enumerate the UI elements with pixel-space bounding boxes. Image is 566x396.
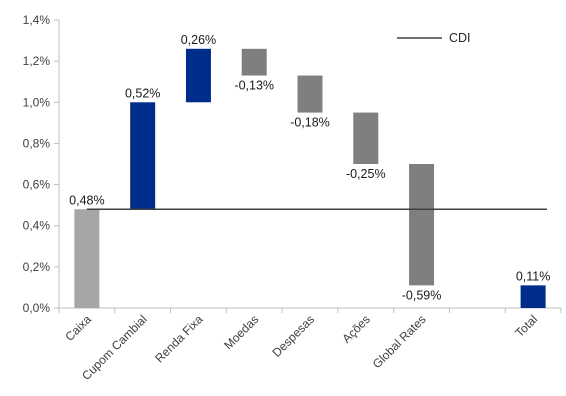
bars [74, 48, 546, 308]
y-tick-label: 0,4% [23, 219, 51, 233]
bar-down [297, 75, 323, 113]
bar-down [353, 112, 379, 164]
x-tick-label: Renda Fixa [152, 312, 206, 366]
data-label: 0,52% [125, 86, 160, 100]
data-label: 0,26% [181, 33, 216, 47]
data-label: 0,48% [69, 193, 104, 207]
data-label: -0,25% [346, 167, 386, 181]
data-label: -0,13% [234, 79, 274, 93]
legend: CDI [397, 31, 471, 45]
legend-label: CDI [449, 31, 471, 45]
y-tick-label: 0,8% [23, 136, 51, 150]
bar-down [409, 164, 435, 286]
bar-down [241, 48, 267, 76]
bar-total [520, 285, 546, 308]
data-label: -0,18% [290, 116, 330, 130]
y-tick-label: 1,2% [23, 54, 51, 68]
bar-up [130, 102, 156, 210]
x-tick-label: Caixa [62, 312, 94, 344]
x-tick-label: Moedas [221, 312, 261, 352]
data-label: 0,11% [516, 269, 551, 283]
y-tick-label: 0,6% [23, 178, 51, 192]
y-axis: 0,0% 0,2% 0,4% 0,6% 0,8% 1,0% 1,2% 1,4% [23, 13, 60, 315]
x-tick-label: Total [512, 312, 540, 340]
y-tick-label: 0,0% [23, 301, 51, 315]
data-labels: 0,48% 0,52% 0,26% -0,13% -0,18% -0,25% -0,59% 0… [69, 33, 550, 303]
x-tick-label: Ações [339, 312, 372, 345]
y-tick-label: 1,0% [23, 95, 51, 109]
x-tick-label: Global Rates [370, 312, 429, 371]
bar-start [74, 209, 100, 308]
x-tick-label: Despesas [269, 312, 317, 360]
data-label: -0,59% [402, 288, 442, 302]
y-tick-label: 1,4% [23, 13, 51, 27]
bar-up [185, 48, 211, 103]
y-tick-label: 0,2% [23, 260, 51, 274]
